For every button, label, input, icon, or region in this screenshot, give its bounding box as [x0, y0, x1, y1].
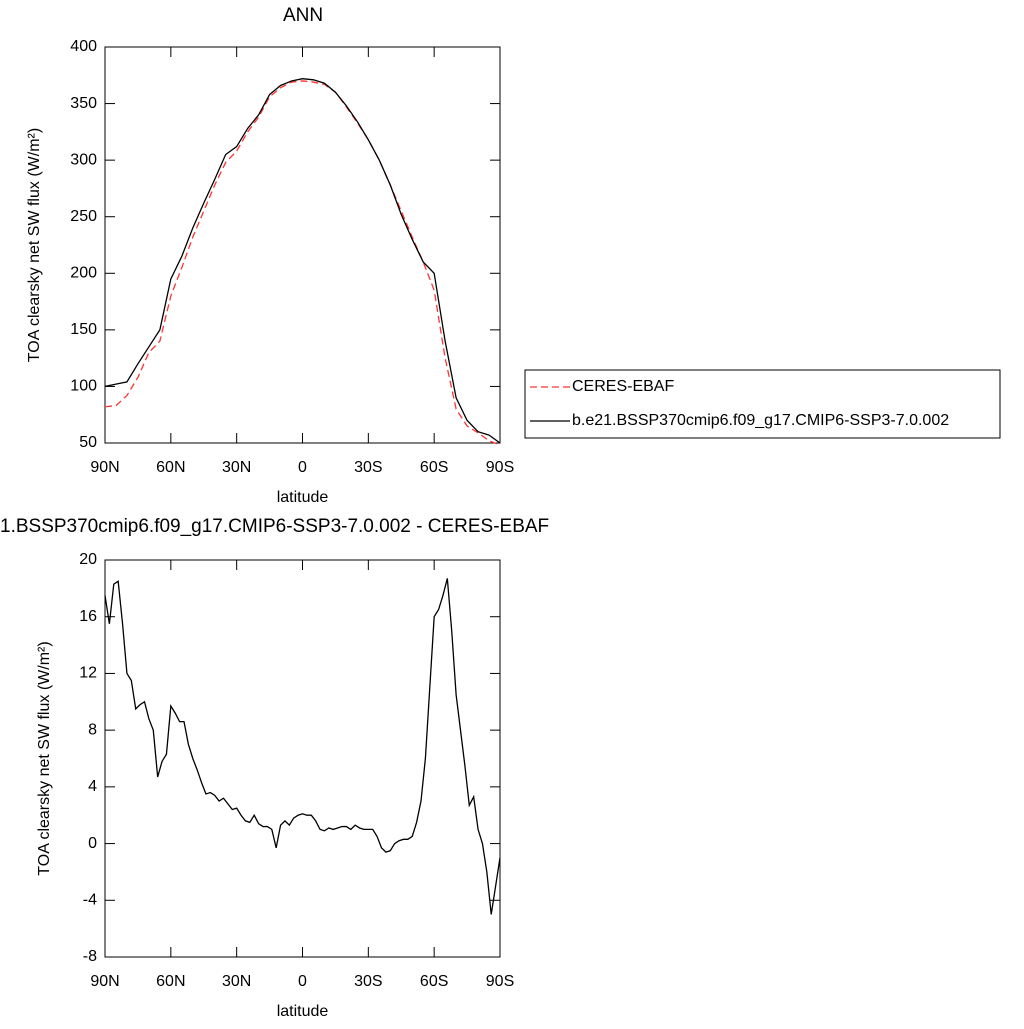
x-tick-label: 90N [90, 459, 119, 476]
x-tick-label: 30N [222, 459, 251, 476]
plot-frame [104, 46, 501, 444]
data-line [104, 578, 501, 915]
y-tick-label: 4 [88, 778, 97, 795]
y-tick-label: 200 [70, 265, 97, 282]
y-tick-label: 20 [79, 551, 97, 568]
y-tick-label: -8 [83, 948, 97, 965]
x-tick-label: 90N [90, 973, 119, 990]
legend: CERES-EBAF b.e21.BSSP370cmip6.f09_g17.CMI… [524, 369, 1001, 439]
legend-box [524, 369, 1001, 439]
data-line [104, 78, 501, 444]
x-tick-label: 90S [486, 973, 514, 990]
x-tick-label: 0 [298, 459, 307, 476]
legend-label: b.e21.BSSP370cmip6.f09_g17.CMIP6-SSP3-7.… [572, 412, 949, 429]
x-axis-label: latitude [277, 1003, 329, 1020]
y-tick-label: 250 [70, 208, 97, 225]
y-tick-label: 150 [70, 321, 97, 338]
x-tick-label: 30N [222, 973, 251, 990]
legend-label: CERES-EBAF [572, 378, 674, 395]
x-tick-label: 60N [156, 459, 185, 476]
data-line [104, 80, 501, 446]
y-axis-label: TOA clearsky net SW flux (W/m²) [36, 641, 53, 875]
y-tick-label: 100 [70, 378, 97, 395]
x-tick-label: 60N [156, 973, 185, 990]
y-tick-label: 8 [88, 721, 97, 738]
chart-title: 1.BSSP370cmip6.f09_g17.CMIP6-SSP3-7.0.00… [0, 516, 549, 537]
x-tick-label: 0 [298, 973, 307, 990]
y-tick-label: 12 [79, 665, 97, 682]
x-tick-label: 30S [354, 459, 382, 476]
y-axis-label: TOA clearsky net SW flux (W/m²) [26, 128, 43, 362]
y-tick-label: 400 [70, 38, 97, 55]
chart-title: ANN [283, 5, 323, 26]
y-tick-label: 0 [88, 835, 97, 852]
y-tick-label: 16 [79, 608, 97, 625]
y-tick-label: 300 [70, 151, 97, 168]
y-tick-label: 50 [79, 434, 97, 451]
x-tick-label: 90S [486, 459, 514, 476]
y-tick-label: 350 [70, 95, 97, 112]
y-tick-label: -4 [83, 892, 97, 909]
x-tick-label: 30S [354, 973, 382, 990]
x-axis-label: latitude [277, 489, 329, 506]
x-tick-label: 60S [420, 973, 448, 990]
x-tick-label: 60S [420, 459, 448, 476]
